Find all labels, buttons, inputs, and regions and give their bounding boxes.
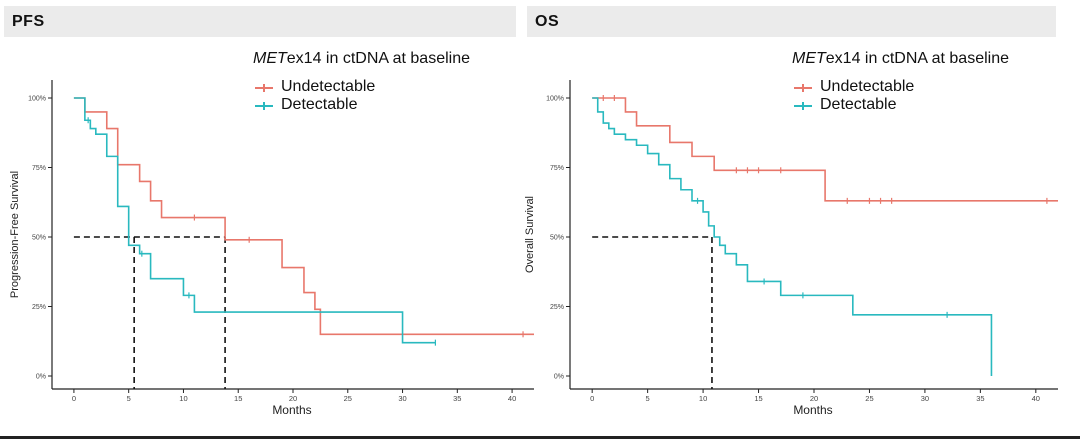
os-x-tick-label: 25 bbox=[865, 394, 873, 403]
os-x-tick-label: 35 bbox=[976, 394, 984, 403]
os-y-axis-label: Overall Survival bbox=[524, 196, 536, 273]
os-chart: 0 5 10 15 20 25 30 35 40 0% 25% 50% 75% 100% Months Ove… bbox=[524, 80, 1058, 417]
os-x-tick-label: 40 bbox=[1032, 394, 1040, 403]
os-series-detectable bbox=[592, 97, 993, 376]
pfs-x-axis-label: Months bbox=[272, 403, 311, 417]
pfs-y-tick-label: 50% bbox=[32, 235, 46, 242]
legend-key-detectable bbox=[794, 102, 812, 110]
legend-title-rest: ex14 in ctDNA at baseline bbox=[286, 50, 470, 67]
pfs-x-tick-label: 0 bbox=[72, 394, 76, 403]
os-panel-title: OS bbox=[535, 13, 560, 30]
pfs-y-tick-label: 100% bbox=[28, 96, 46, 103]
pfs-x-tick-label: 10 bbox=[179, 394, 187, 403]
os-x-tick-label: 15 bbox=[754, 394, 762, 403]
pfs-y-axis-label: Progression-Free Survival bbox=[9, 171, 21, 298]
pfs-panel-title: PFS bbox=[12, 13, 45, 30]
os-y-tick-label: 75% bbox=[550, 165, 564, 172]
legend-label-detectable: Detectable bbox=[820, 96, 897, 113]
pfs-y-tick-label: 25% bbox=[32, 304, 46, 311]
legend-label-detectable: Detectable bbox=[281, 96, 358, 113]
legend-title-italic: MET bbox=[253, 50, 287, 67]
pfs-series-detectable bbox=[73, 97, 436, 344]
legend-key-undetectable bbox=[255, 84, 273, 92]
os-x-tick-label: 20 bbox=[810, 394, 818, 403]
os-y-tick-label: 100% bbox=[546, 96, 564, 103]
os-x-tick-label: 30 bbox=[921, 394, 929, 403]
legend-label-undetectable: Undetectable bbox=[281, 78, 376, 95]
os-y-tick-label: 25% bbox=[550, 304, 564, 311]
os-panel-header: OS bbox=[527, 6, 1056, 37]
pfs-x-tick-label: 5 bbox=[127, 394, 131, 403]
os-series-undetectable bbox=[592, 97, 1058, 202]
pfs-chart: 0 5 10 15 20 25 30 35 40 0% 25% 50% 75% 100% Months Pro… bbox=[9, 80, 534, 417]
pfs-legend-title: METex14 in ctDNA at baseline bbox=[253, 50, 523, 68]
os-legend: METex14 in ctDNA at baseline Undetectabl… bbox=[792, 50, 1062, 120]
legend-key-detectable bbox=[255, 102, 273, 110]
legend-label-undetectable: Undetectable bbox=[820, 78, 915, 95]
os-x-tick-label: 0 bbox=[590, 394, 594, 403]
pfs-x-tick-label: 40 bbox=[508, 394, 516, 403]
pfs-legend: METex14 in ctDNA at baseline Undetectabl… bbox=[253, 50, 523, 120]
os-y-tick-label: 0% bbox=[554, 374, 564, 381]
pfs-x-tick-label: 30 bbox=[398, 394, 406, 403]
bottom-divider bbox=[0, 436, 1080, 439]
legend-key-undetectable bbox=[794, 84, 812, 92]
pfs-y-tick-label: 0% bbox=[36, 374, 46, 381]
legend-title-italic: MET bbox=[792, 50, 826, 67]
os-legend-title: METex14 in ctDNA at baseline bbox=[792, 50, 1062, 68]
pfs-series-undetectable bbox=[73, 97, 534, 336]
os-x-tick-label: 10 bbox=[699, 394, 707, 403]
os-y-tick-label: 50% bbox=[550, 235, 564, 242]
os-x-tick-label: 5 bbox=[646, 394, 650, 403]
pfs-y-tick-label: 75% bbox=[32, 165, 46, 172]
pfs-x-tick-label: 15 bbox=[234, 394, 242, 403]
pfs-x-tick-label: 20 bbox=[289, 394, 297, 403]
os-x-axis-label: Months bbox=[793, 403, 832, 417]
pfs-x-tick-label: 35 bbox=[453, 394, 461, 403]
pfs-panel-header: PFS bbox=[4, 6, 516, 37]
pfs-x-tick-label: 25 bbox=[344, 394, 352, 403]
legend-title-rest: ex14 in ctDNA at baseline bbox=[825, 50, 1009, 67]
